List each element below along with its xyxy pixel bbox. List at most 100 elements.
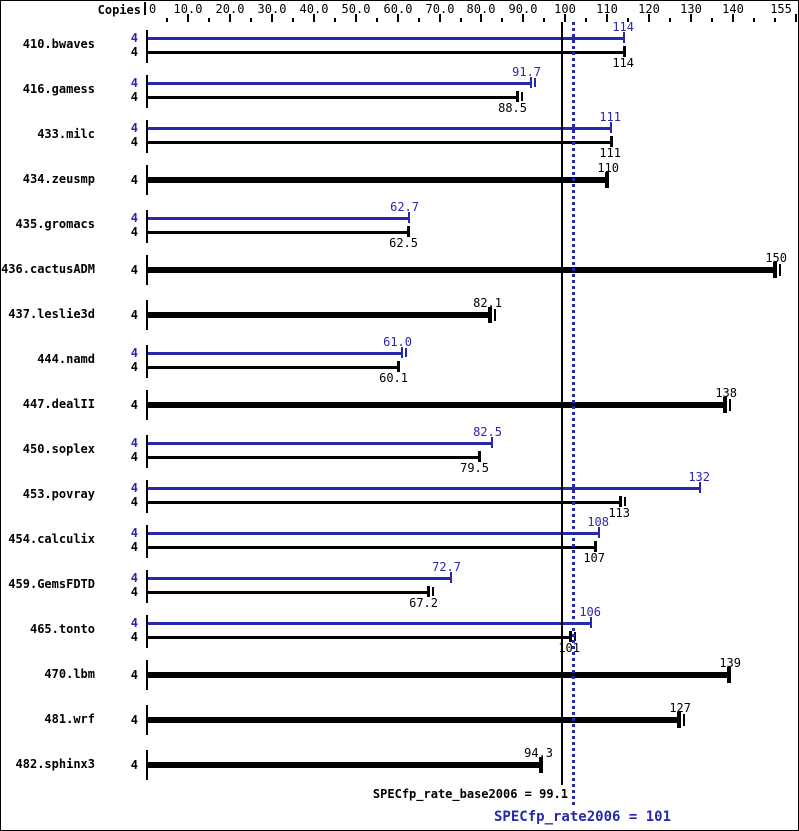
peak-copies-value: 4 <box>130 526 138 540</box>
base-value-label: 150 <box>765 251 787 265</box>
peak-copies-value: 4 <box>130 76 138 90</box>
peak-copies-value: 4 <box>130 346 138 360</box>
peak-bar-end-cap <box>598 527 600 538</box>
peak-copies-value: 4 <box>130 571 138 585</box>
row-axis-segment <box>146 165 148 195</box>
base-value-label: 67.2 <box>409 596 438 610</box>
base-value-label: 127 <box>669 701 691 715</box>
axis-tick-label: 10.0 <box>173 2 203 16</box>
base-bar-end-cap <box>723 397 727 413</box>
axis-minor-tick <box>250 18 252 22</box>
axis-origin-line <box>144 2 146 15</box>
base-bar-end-cap <box>594 541 597 552</box>
row-axis-segment <box>146 210 148 243</box>
base-bar <box>148 312 490 318</box>
base-value-label: 111 <box>599 146 621 160</box>
axis-tick-label: 70.0 <box>425 2 455 16</box>
peak-bar-end-cap <box>491 437 493 448</box>
axis-major-tick <box>313 14 315 22</box>
peak-bar <box>148 127 611 130</box>
base-bar <box>148 141 611 144</box>
axis-major-tick <box>795 14 797 22</box>
peak-value-label: 72.7 <box>432 560 461 574</box>
axis-minor-tick <box>208 18 210 22</box>
row-axis-segment <box>146 525 148 558</box>
peak-bar-end-cap <box>623 32 625 43</box>
peak-value-label: 111 <box>599 110 621 124</box>
base-bar-spread-tick <box>729 399 731 411</box>
axis-tick-label: 40.0 <box>299 2 329 16</box>
benchmark-label: 435.gromacs <box>15 217 95 231</box>
axis-minor-tick <box>460 18 462 22</box>
base-bar-spread-tick <box>574 632 576 641</box>
row-axis-segment <box>146 750 148 780</box>
base-copies-value: 4 <box>130 450 138 464</box>
base-mean-label: SPECfp_rate_base2006 = 99.1 <box>372 787 568 801</box>
axis-tick-label: 110 <box>596 2 618 16</box>
row-axis-segment <box>146 300 148 330</box>
base-bar-spread-tick <box>432 587 434 596</box>
peak-value-label: 106 <box>579 605 601 619</box>
base-value-label: 60.1 <box>379 371 408 385</box>
peak-value-label: 62.7 <box>390 200 419 214</box>
base-copies-value: 4 <box>130 225 138 239</box>
base-bar <box>148 51 624 54</box>
base-bar <box>148 231 408 234</box>
base-bar <box>148 717 679 723</box>
peak-bar-end-cap <box>590 617 592 628</box>
benchmark-label: 437.leslie3d <box>8 307 95 321</box>
row-axis-segment <box>146 75 148 108</box>
row-axis-segment <box>146 345 148 378</box>
base-bar-end-cap <box>539 757 543 773</box>
axis-major-tick <box>229 14 231 22</box>
axis-minor-tick <box>711 18 713 22</box>
benchmark-label: 481.wrf <box>44 712 95 726</box>
axis-major-tick <box>480 14 482 22</box>
axis-tick-label: 50.0 <box>341 2 371 16</box>
base-copies-value: 4 <box>130 398 138 412</box>
base-copies-value: 4 <box>130 540 138 554</box>
base-copies-value: 4 <box>130 308 138 322</box>
base-bar-end-cap <box>610 136 613 147</box>
axis-major-tick <box>606 14 608 22</box>
base-bar-end-cap <box>623 46 626 57</box>
axis-major-tick <box>522 14 524 22</box>
axis-major-tick <box>187 14 189 22</box>
base-value-label: 113 <box>608 506 630 520</box>
axis-major-tick <box>271 14 273 22</box>
axis-major-tick <box>690 14 692 22</box>
row-axis-segment <box>146 660 148 690</box>
base-bar-end-cap <box>478 451 481 462</box>
benchmark-label: 434.zeusmp <box>22 172 95 186</box>
base-bar-end-cap <box>407 226 410 237</box>
row-axis-segment <box>146 390 148 420</box>
base-value-label: 94.3 <box>524 746 553 760</box>
peak-bar-end-cap <box>408 212 410 223</box>
base-value-label: 62.5 <box>389 236 418 250</box>
peak-bar-end-cap <box>401 347 403 358</box>
base-bar-end-cap <box>488 307 492 323</box>
base-bar <box>148 762 541 768</box>
peak-value-label: 114 <box>612 20 634 34</box>
base-value-label: 88.5 <box>498 101 527 115</box>
axis-tick-label: 130 <box>680 2 702 16</box>
peak-mean-label: SPECfp_rate2006 = 101 <box>494 809 672 825</box>
base-copies-value: 4 <box>130 45 138 59</box>
row-axis-segment <box>146 120 148 153</box>
axis-tick-label: 155 <box>770 2 792 16</box>
axis-tick-label: 0 <box>149 2 157 16</box>
base-bar <box>148 591 428 594</box>
axis-major-tick <box>355 14 357 22</box>
axis-major-tick <box>648 14 650 22</box>
axis-minor-tick <box>501 18 503 22</box>
base-value-label: 82.1 <box>473 296 502 310</box>
base-bar <box>148 402 725 408</box>
base-value-label: 79.5 <box>460 461 489 475</box>
axis-minor-tick <box>543 18 545 22</box>
benchmark-label: 447.dealII <box>22 397 95 411</box>
peak-bar <box>148 442 492 445</box>
base-copies-value: 4 <box>130 360 138 374</box>
axis-minor-tick <box>627 18 629 22</box>
base-copies-value: 4 <box>130 585 138 599</box>
